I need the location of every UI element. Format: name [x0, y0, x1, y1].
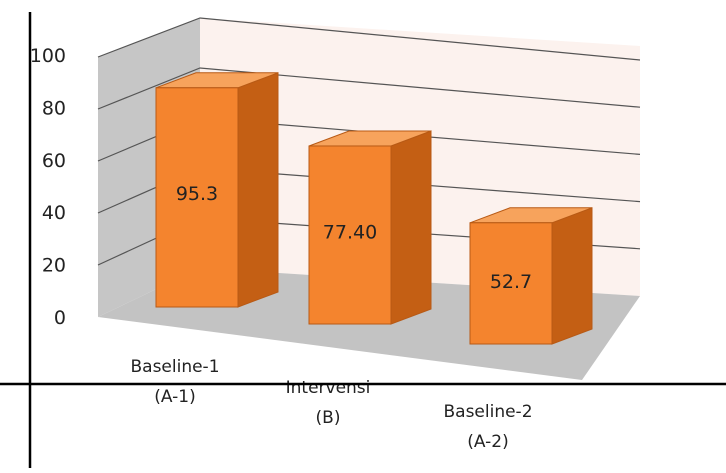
x-category-sublabel: (A-2) — [467, 432, 508, 452]
y-tick-labels: 0 20 40 60 80 100 — [30, 45, 66, 329]
data-label: 77.40 — [323, 221, 377, 243]
gridline — [97, 17, 641, 61]
gridline — [97, 67, 641, 110]
bar-front — [308, 145, 392, 325]
y-tick-label: 40 — [42, 202, 66, 224]
bar-side — [390, 130, 432, 325]
bar-side — [551, 207, 593, 345]
y-tick-label: 80 — [42, 97, 66, 119]
data-label: 52.7 — [490, 271, 532, 293]
y-tick-label: 0 — [54, 307, 66, 329]
x-category-sublabel: (B) — [316, 408, 341, 428]
bar-side — [237, 72, 279, 308]
x-category-labels: Baseline-1 (A-1) Intervensi (B) Baseline-2 (A… — [130, 357, 532, 452]
data-label: 95.3 — [176, 183, 218, 205]
bar-1: 95.3 — [155, 72, 279, 308]
x-category-label: Baseline-1 — [130, 357, 219, 377]
bars: 95.3 77.40 52.7 — [155, 72, 593, 345]
axes — [0, 12, 726, 468]
bar-front — [155, 87, 239, 308]
bar-front — [469, 222, 553, 345]
y-tick-label: 60 — [42, 150, 66, 172]
y-tick-label: 20 — [42, 255, 66, 277]
x-category-label: Baseline-2 — [443, 402, 532, 422]
x-category-label: Intervensi — [286, 378, 371, 398]
bar-3: 52.7 — [469, 207, 593, 345]
bar-2: 77.40 — [308, 130, 432, 325]
x-category-sublabel: (A-1) — [154, 387, 195, 407]
y-tick-label: 100 — [30, 45, 66, 67]
